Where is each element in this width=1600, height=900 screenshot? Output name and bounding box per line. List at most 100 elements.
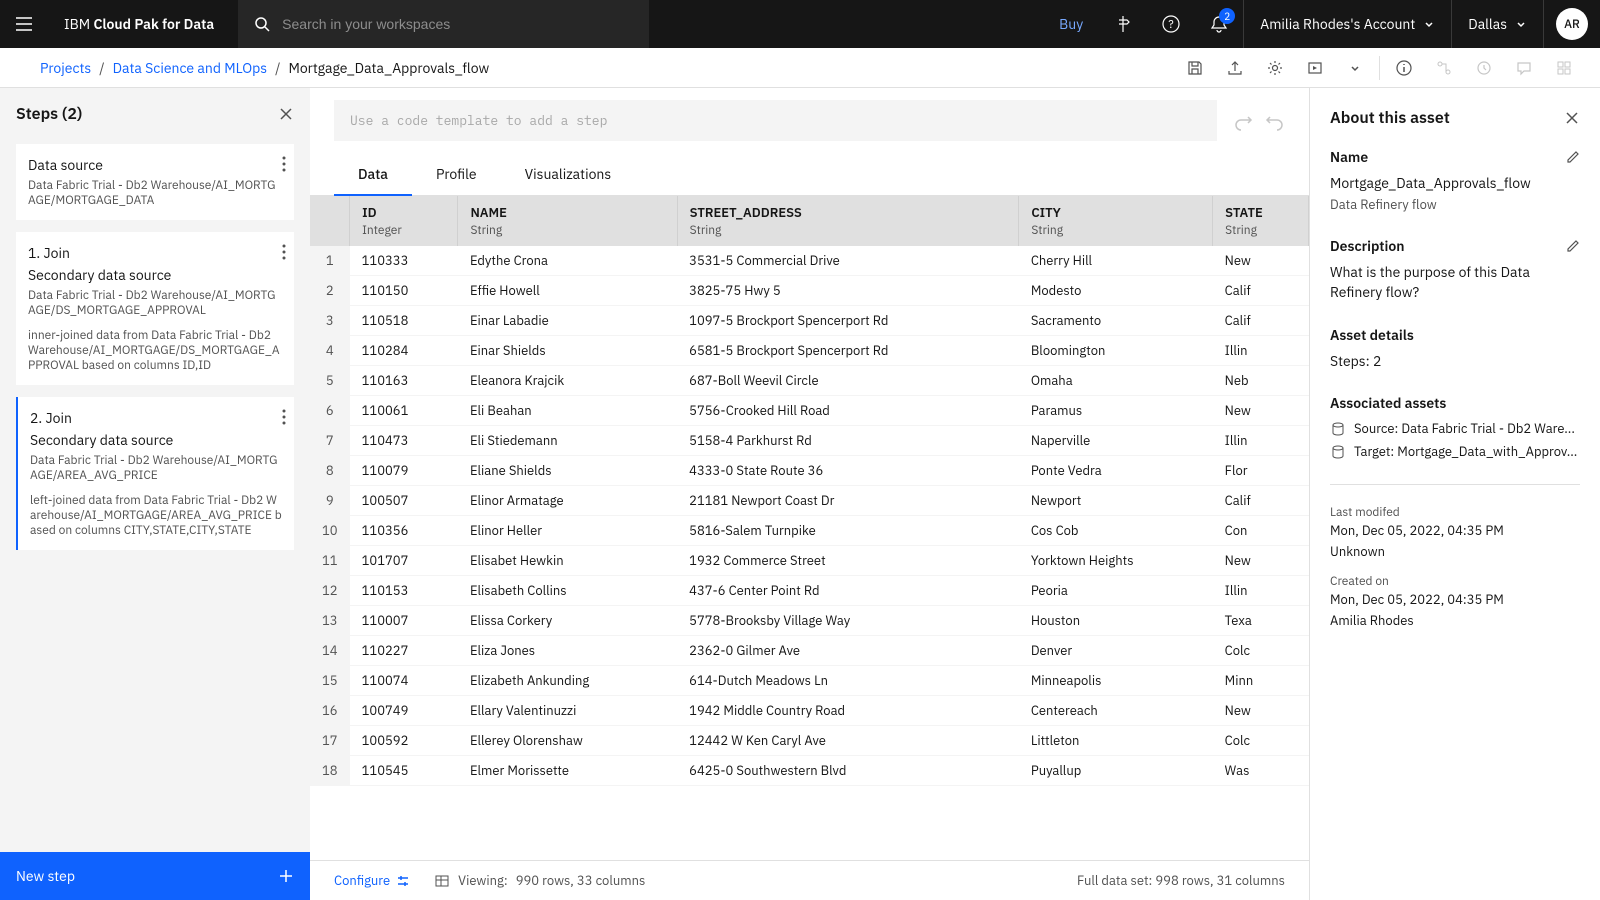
redo-icon xyxy=(1265,111,1285,131)
tab-profile[interactable]: Profile xyxy=(412,153,501,195)
table-cell: Littleton xyxy=(1019,726,1213,756)
settings-button[interactable] xyxy=(1255,48,1295,88)
table-row[interactable]: 16100749Ellary Valentinuzzi1942 Middle C… xyxy=(310,696,1309,726)
table-cell: 110061 xyxy=(350,396,458,426)
step-subheader: Secondary data source xyxy=(28,266,282,284)
table-cell: 614-Dutch Meadows Ln xyxy=(677,666,1019,696)
table-row[interactable]: 1110333Edythe Crona3531-5 Commercial Dri… xyxy=(310,246,1309,276)
column-header[interactable]: IDInteger xyxy=(350,196,458,246)
table-row[interactable]: 15110074Elizabeth Ankunding614-Dutch Mea… xyxy=(310,666,1309,696)
edit-icon xyxy=(1566,239,1580,253)
new-step-button[interactable]: New step xyxy=(0,852,310,900)
step-menu-button[interactable] xyxy=(282,156,286,172)
menu-toggle[interactable] xyxy=(0,0,48,48)
code-template-input[interactable] xyxy=(334,100,1217,141)
table-cell: 6581-5 Brockport Spencerport Rd xyxy=(677,336,1019,366)
table-row[interactable]: 4110284Einar Shields6581-5 Brockport Spe… xyxy=(310,336,1309,366)
step-card[interactable]: Data sourceData Fabric Trial - Db2 Wareh… xyxy=(16,144,294,220)
table-cell: 5158-4 Parkhurst Rd xyxy=(677,426,1019,456)
breadcrumb-project-name[interactable]: Data Science and MLOps xyxy=(113,59,268,77)
row-number: 3 xyxy=(310,306,350,336)
steps-close-button[interactable] xyxy=(278,106,294,122)
search-input[interactable] xyxy=(282,16,648,32)
column-header[interactable]: STREET_ADDRESSString xyxy=(677,196,1019,246)
table-row[interactable]: 14110227Eliza Jones2362-0 Gilmer AveDenv… xyxy=(310,636,1309,666)
step-path: Data Fabric Trial - Db2 Warehouse/AI_MOR… xyxy=(28,288,282,318)
table-cell: 100749 xyxy=(350,696,458,726)
table-cell: Newport xyxy=(1019,486,1213,516)
assoc-source[interactable]: Source: Data Fabric Trial - Db2 Ware... xyxy=(1330,420,1580,437)
tab-data[interactable]: Data xyxy=(334,153,412,195)
run-dropdown[interactable] xyxy=(1335,48,1375,88)
grid-icon xyxy=(1556,60,1572,76)
row-number: 13 xyxy=(310,606,350,636)
table-cell: Flor xyxy=(1213,456,1309,486)
info-button[interactable] xyxy=(1384,48,1424,88)
step-menu-button[interactable] xyxy=(282,409,286,425)
steps-title: Steps (2) xyxy=(16,104,82,124)
created-label: Created on xyxy=(1330,574,1580,589)
row-number: 18 xyxy=(310,756,350,786)
description-label: Description xyxy=(1330,237,1405,255)
step-title: 2. Join xyxy=(30,409,282,427)
account-dropdown[interactable]: Amilia Rhodes's Account xyxy=(1243,0,1452,48)
table-row[interactable]: 12110153Elisabeth Collins437-6 Center Po… xyxy=(310,576,1309,606)
edit-name-button[interactable] xyxy=(1566,150,1580,164)
table-row[interactable]: 2110150Effie Howell3825-75 Hwy 5ModestoC… xyxy=(310,276,1309,306)
step-menu-button[interactable] xyxy=(282,244,286,260)
table-row[interactable]: 5110163Eleanora Krajcik687-Boll Weevil C… xyxy=(310,366,1309,396)
tab-visualizations[interactable]: Visualizations xyxy=(501,153,636,195)
table-row[interactable]: 17100592Ellerey Olorenshaw12442 W Ken Ca… xyxy=(310,726,1309,756)
table-cell: Bloomington xyxy=(1019,336,1213,366)
table-cell: Naperville xyxy=(1019,426,1213,456)
table-cell: Einar Shields xyxy=(458,336,677,366)
table-cell: New xyxy=(1213,696,1309,726)
search-icon xyxy=(254,16,270,32)
table-cell: 437-6 Center Point Rd xyxy=(677,576,1019,606)
guide-button[interactable] xyxy=(1099,0,1147,48)
assoc-target[interactable]: Target: Mortgage_Data_with_Approv... xyxy=(1330,443,1580,460)
step-desc: inner-joined data from Data Fabric Trial… xyxy=(28,328,282,373)
table-row[interactable]: 8110079Eliane Shields4333-0 State Route … xyxy=(310,456,1309,486)
save-button[interactable] xyxy=(1175,48,1215,88)
info-close-button[interactable] xyxy=(1564,110,1580,126)
table-cell: Calif xyxy=(1213,276,1309,306)
table-cell: 5816-Salem Turnpike xyxy=(677,516,1019,546)
table-row[interactable]: 3110518Einar Labadie1097-5 Brockport Spe… xyxy=(310,306,1309,336)
table-row[interactable]: 10110356Elinor Heller5816-Salem Turnpike… xyxy=(310,516,1309,546)
table-row[interactable]: 7110473Eli Stiedemann5158-4 Parkhurst Rd… xyxy=(310,426,1309,456)
column-header[interactable]: CITYString xyxy=(1019,196,1213,246)
column-header[interactable]: STATEString xyxy=(1213,196,1309,246)
step-card[interactable]: 2. JoinSecondary data sourceData Fabric … xyxy=(16,397,294,550)
run-button[interactable] xyxy=(1295,48,1335,88)
table-row[interactable]: 11101707Elisabet Hewkin1932 Commerce Str… xyxy=(310,546,1309,576)
table-row[interactable]: 13110007Elissa Corkery5778-Brooksby Vill… xyxy=(310,606,1309,636)
chevron-down-icon xyxy=(1423,18,1435,30)
region-dropdown[interactable]: Dallas xyxy=(1452,0,1544,48)
table-cell: New xyxy=(1213,396,1309,426)
step-subheader: Secondary data source xyxy=(30,431,282,449)
table-cell: 110074 xyxy=(350,666,458,696)
row-number: 7 xyxy=(310,426,350,456)
database-icon xyxy=(1330,444,1346,460)
step-card[interactable]: 1. JoinSecondary data sourceData Fabric … xyxy=(16,232,294,385)
edit-description-button[interactable] xyxy=(1566,239,1580,253)
avatar[interactable]: AR xyxy=(1556,8,1588,40)
table-cell: Sacramento xyxy=(1019,306,1213,336)
column-header[interactable]: NAMEString xyxy=(458,196,677,246)
table-cell: Elisabet Hewkin xyxy=(458,546,677,576)
export-button[interactable] xyxy=(1215,48,1255,88)
configure-button[interactable]: Configure xyxy=(334,872,410,889)
table-cell: 1932 Commerce Street xyxy=(677,546,1019,576)
table-row[interactable]: 6110061Eli Beahan5756-Crooked Hill RoadP… xyxy=(310,396,1309,426)
search-area[interactable] xyxy=(238,0,648,48)
help-button[interactable]: ? xyxy=(1147,0,1195,48)
breadcrumb-projects[interactable]: Projects xyxy=(40,59,91,77)
table-row[interactable]: 18110545Elmer Morissette6425-0 Southwest… xyxy=(310,756,1309,786)
table-row[interactable]: 9100507Elinor Armatage21181 Newport Coas… xyxy=(310,486,1309,516)
notifications-button[interactable]: 2 xyxy=(1195,0,1243,48)
row-number: 4 xyxy=(310,336,350,366)
buy-link[interactable]: Buy xyxy=(1043,15,1099,33)
table-cell: Omaha xyxy=(1019,366,1213,396)
table-cell: 110284 xyxy=(350,336,458,366)
